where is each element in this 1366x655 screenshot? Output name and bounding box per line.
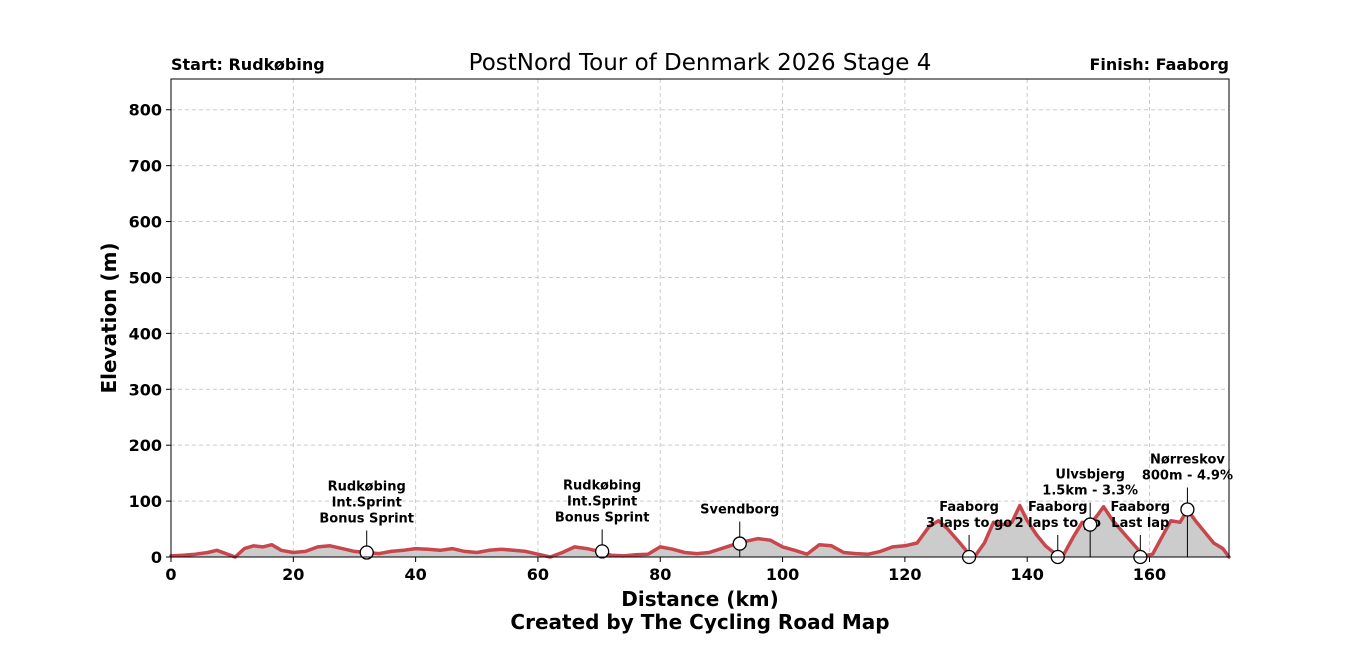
marker-label: Int.Sprint xyxy=(567,494,637,509)
grid-lines xyxy=(171,79,1229,557)
route-marker: Svendborg xyxy=(700,503,779,557)
marker-label: 1.5km - 3.3% xyxy=(1042,484,1138,499)
y-tick-label: 0 xyxy=(151,548,162,567)
y-tick-label: 700 xyxy=(129,157,162,176)
marker-point xyxy=(732,536,747,551)
marker-label: Int.Sprint xyxy=(332,496,402,511)
marker-label: Bonus Sprint xyxy=(319,512,414,527)
marker-label: Svendborg xyxy=(700,503,779,518)
axis-ticks: 0 20 40 60 80 100 120 140 160 0 100 200 300 400 500 600… xyxy=(129,101,1167,584)
x-tick-label: 40 xyxy=(404,565,426,584)
marker-label: Rudkøbing xyxy=(328,480,406,495)
credit-label: Created by The Cycling Road Map xyxy=(510,610,889,634)
plot-frame xyxy=(170,78,1230,558)
y-tick-label: 800 xyxy=(129,101,162,120)
x-tick-label: 80 xyxy=(649,565,671,584)
chart-title: PostNord Tour of Denmark 2026 Stage 4 xyxy=(469,50,932,76)
x-tick-label: 0 xyxy=(165,565,176,584)
marker-label: Rudkøbing xyxy=(563,478,641,493)
marker-label: 2 laps to go xyxy=(1015,516,1101,531)
marker-label: 800m - 4.9% xyxy=(1142,468,1233,483)
x-tick-label: 60 xyxy=(527,565,549,584)
x-tick-label: 140 xyxy=(1010,565,1043,584)
x-tick-label: 160 xyxy=(1133,565,1166,584)
marker-label: Ulvsbjerg xyxy=(1055,468,1125,483)
y-tick-label: 200 xyxy=(129,436,162,455)
marker-label: 3 laps to go xyxy=(926,516,1012,531)
x-tick-label: 20 xyxy=(282,565,304,584)
y-tick-label: 100 xyxy=(129,492,162,511)
marker-point xyxy=(359,545,374,560)
y-tick-label: 400 xyxy=(129,324,162,343)
x-tick-label: 120 xyxy=(888,565,921,584)
x-tick-label: 100 xyxy=(766,565,799,584)
marker-label: Faaborg xyxy=(1111,500,1171,515)
marker-label: Bonus Sprint xyxy=(555,510,650,525)
marker-label: Last lap xyxy=(1111,516,1169,531)
y-tick-label: 600 xyxy=(129,213,162,232)
y-tick-label: 300 xyxy=(129,380,162,399)
elevation-area xyxy=(171,505,1229,557)
marker-label: Faaborg xyxy=(939,500,999,515)
marker-point xyxy=(1180,502,1195,517)
finish-label: Finish: Faaborg xyxy=(1089,55,1229,74)
marker-label: Faaborg xyxy=(1028,500,1088,515)
marker-point xyxy=(595,544,610,559)
marker-label: Nørreskov xyxy=(1150,452,1225,467)
x-axis-label: Distance (km) xyxy=(621,587,778,611)
start-label: Start: Rudkøbing xyxy=(171,55,325,74)
marker-point xyxy=(1083,517,1098,532)
y-axis-label: Elevation (m) xyxy=(97,242,121,393)
y-tick-label: 500 xyxy=(129,268,162,287)
